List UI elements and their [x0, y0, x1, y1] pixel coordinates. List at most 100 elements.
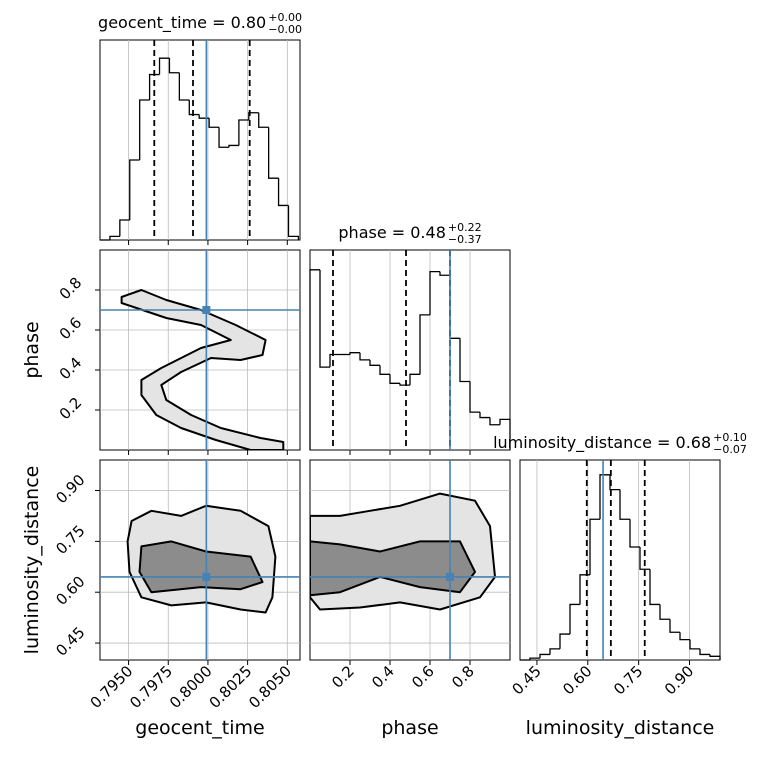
contour	[138, 540, 264, 594]
x-tick-label: 0.75	[610, 662, 646, 698]
contour	[310, 540, 476, 597]
x-tick-label: 0.2	[328, 662, 358, 692]
x-axis-label: luminosity_distance	[526, 717, 715, 739]
x-axis-label: geocent_time	[135, 717, 264, 739]
hist-step	[369, 359, 380, 366]
contours	[120, 289, 285, 450]
hist-step	[619, 489, 630, 520]
y-tick-label: 0.2	[56, 394, 86, 424]
panel-frame	[309, 249, 511, 451]
hist-step	[119, 219, 130, 237]
hist-step	[479, 412, 490, 419]
hist-step	[689, 639, 700, 650]
x-tick-label: 0.45	[508, 662, 544, 698]
panel-frame	[99, 39, 301, 241]
hist-step	[429, 270, 440, 315]
density-panel	[120, 289, 285, 450]
hist-step	[238, 119, 249, 146]
x-tick-label: 0.90	[661, 662, 697, 698]
hist-step	[129, 159, 140, 220]
y-tick-label: 0.45	[52, 623, 88, 659]
hist-step	[539, 653, 550, 659]
hist-step	[218, 127, 229, 148]
hist-step	[277, 178, 289, 207]
y-tick-label: 0.6	[56, 314, 86, 344]
hist-step	[709, 654, 721, 660]
y-tick-label: 0.4	[56, 354, 86, 384]
hist-step	[287, 205, 300, 240]
y-tick-label: 0.90	[52, 471, 88, 507]
hist-step	[609, 474, 620, 491]
y-tick-label: 0.60	[52, 572, 88, 608]
x-tick-label: 0.8050	[245, 662, 295, 712]
y-axis-label: luminosity_distance	[21, 466, 43, 655]
contours	[126, 504, 277, 614]
hist-step	[529, 657, 540, 660]
density-panel	[126, 504, 277, 614]
panel-title: phase = 0.48	[338, 223, 445, 242]
hist-step	[469, 381, 480, 413]
error-plus: +0.22	[448, 221, 482, 234]
hist-step	[109, 235, 120, 240]
hist-step	[309, 269, 320, 450]
hist-step	[649, 569, 660, 606]
hist-step	[589, 518, 600, 575]
hist-step	[168, 58, 180, 74]
x-tick-label: 0.8000	[166, 662, 216, 712]
hist-step	[178, 72, 190, 101]
hist-step	[569, 603, 580, 635]
y-axis-label: phase	[21, 321, 43, 378]
hist-step	[459, 338, 470, 383]
hist-step	[409, 373, 420, 386]
hist-step	[389, 374, 400, 384]
hist-step	[439, 271, 450, 276]
hist-step	[639, 547, 650, 570]
x-tick-label: 0.8025	[206, 662, 256, 712]
x-tick-label: 0.7975	[126, 662, 176, 712]
panel-title: geocent_time = 0.80	[98, 13, 266, 33]
hist-step	[549, 648, 560, 655]
error-minus: −0.07	[713, 443, 747, 456]
error-minus: −0.00	[268, 23, 302, 36]
x-axis-label: phase	[381, 717, 438, 739]
hist-step	[499, 418, 511, 450]
hist-step	[489, 417, 500, 426]
hist-step	[319, 269, 330, 368]
x-tick-label: 0.8	[448, 662, 478, 692]
hist-step	[329, 353, 340, 368]
hist-step	[559, 633, 570, 649]
hist-step	[679, 632, 690, 641]
hist-step	[148, 73, 160, 100]
hist-step	[158, 57, 170, 75]
x-tick-label: 0.6	[408, 662, 438, 692]
truth-marker	[202, 306, 211, 314]
x-tick-label: 0.4	[368, 662, 398, 692]
error-plus: +0.00	[268, 11, 302, 24]
hist-step	[208, 118, 220, 128]
hist-step	[258, 112, 269, 128]
truth-marker	[202, 572, 211, 581]
hist-step	[359, 352, 370, 361]
hist-step	[349, 352, 360, 355]
error-plus: +0.10	[713, 431, 747, 444]
hist-step	[268, 127, 279, 179]
hist-step	[599, 474, 610, 520]
hist-step	[228, 144, 239, 148]
hist-step	[188, 100, 200, 116]
x-tick-label: 0.7950	[87, 662, 137, 712]
truth-marker	[446, 572, 454, 581]
hist-step	[139, 99, 150, 160]
contour	[120, 289, 285, 450]
panel-title: luminosity_distance = 0.68	[493, 433, 711, 453]
hist-step	[669, 619, 680, 633]
error-minus: −0.37	[448, 233, 482, 246]
y-tick-label: 0.75	[52, 522, 88, 558]
y-tick-label: 0.8	[56, 274, 86, 304]
hist-step	[419, 314, 430, 375]
hist-step	[659, 604, 670, 620]
x-tick-label: 0.60	[559, 662, 595, 698]
hist-step	[699, 648, 710, 656]
hist-step	[629, 519, 640, 548]
hist-step	[379, 365, 390, 375]
